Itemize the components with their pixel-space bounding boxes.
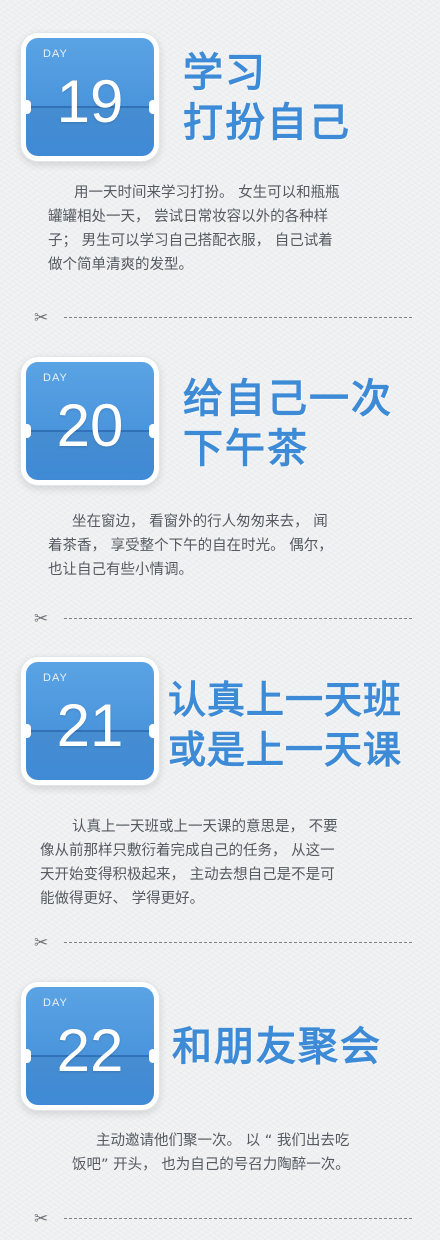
day-label: DAY xyxy=(43,48,68,60)
day-body-19: 用一天时间来学习打扮。 女生可以和瓶瓶 罐罐相处一天， 尝试日常妆容以外的各种样… xyxy=(48,181,420,277)
day-title-line: 打扮自己 xyxy=(183,100,351,146)
day-tile-22: DAY 22 xyxy=(22,987,158,1105)
body-line: 能做得更好、 学得更好。 xyxy=(40,891,205,907)
body-line: 罐罐相处一天， 尝试日常妆容以外的各种样 xyxy=(48,209,329,225)
body-line: 子； 男生可以学习自己搭配衣服， 自己试着 xyxy=(48,233,333,249)
scissors-icon: ✂ xyxy=(34,1209,49,1229)
day-title-19: 学习 打扮自己 xyxy=(183,48,351,148)
day-label: DAY xyxy=(43,372,68,384)
cut-divider: ✂ xyxy=(34,933,412,953)
day-title-22: 和朋友聚会 xyxy=(172,1022,382,1072)
cut-divider: ✂ xyxy=(34,609,412,629)
day-title-line: 下午茶 xyxy=(183,426,309,472)
body-line: 做个简单清爽的发型。 xyxy=(48,257,193,273)
scissors-icon: ✂ xyxy=(34,933,49,953)
body-line: 主动邀请他们聚一次。 以 “ 我们出去吃 xyxy=(96,1133,350,1149)
day-tile-21: DAY 21 xyxy=(22,662,158,780)
scissors-icon: ✂ xyxy=(34,609,49,629)
body-line: 天开始变得积极起来， 主动去想自己是不是可 xyxy=(40,867,335,883)
cut-divider: ✂ xyxy=(34,1209,412,1229)
day-body-22: 主动邀请他们聚一次。 以 “ 我们出去吃 饭吧” 开头， 也为自己的号召力陶醉一… xyxy=(72,1129,422,1177)
body-line: 饭吧” 开头， 也为自己的号召力陶醉一次。 xyxy=(72,1157,350,1173)
scissors-icon: ✂ xyxy=(34,308,49,328)
day-tile-20: DAY 20 xyxy=(22,362,158,480)
day-title-line: 或是上一天课 xyxy=(168,728,403,772)
day-label: DAY xyxy=(43,997,68,1009)
day-label: DAY xyxy=(43,672,68,684)
day-title-21: 认真上一天班 或是上一天课 xyxy=(168,675,402,775)
day-body-20: 坐在窗边， 看窗外的行人匆匆来去， 闻 着茶香， 享受整个下午的自在时光。 偶尔… xyxy=(48,510,420,582)
body-line: 认真上一天班或上一天课的意思是， 不要 xyxy=(72,819,338,835)
body-line: 坐在窗边， 看窗外的行人匆匆来去， 闻 xyxy=(72,514,328,530)
day-body-21: 认真上一天班或上一天课的意思是， 不要 像从前那样只敷衍着完成自己的任务， 从这… xyxy=(40,815,412,911)
body-line: 着茶香， 享受整个下午的自在时光。 偶尔， xyxy=(48,538,333,554)
day-number: 21 xyxy=(56,692,124,759)
day-number: 22 xyxy=(56,1017,124,1084)
body-line: 像从前那样只敷衍着完成自己的任务， 从这一 xyxy=(40,843,335,859)
body-line: 用一天时间来学习打扮。 女生可以和瓶瓶 xyxy=(74,185,340,201)
day-tile-19: DAY 19 xyxy=(22,38,158,156)
day-number: 20 xyxy=(56,392,124,459)
day-title-line: 和朋友聚会 xyxy=(172,1024,382,1070)
day-title-20: 给自己一次 下午茶 xyxy=(183,374,393,474)
day-title-line: 给自己一次 xyxy=(183,376,393,422)
day-title-line: 学习 xyxy=(183,50,267,96)
day-title-line: 认真上一天班 xyxy=(168,678,403,722)
cut-divider: ✂ xyxy=(34,308,412,328)
body-line: 也让自己有些小情调。 xyxy=(48,562,193,578)
day-number: 19 xyxy=(56,68,124,135)
